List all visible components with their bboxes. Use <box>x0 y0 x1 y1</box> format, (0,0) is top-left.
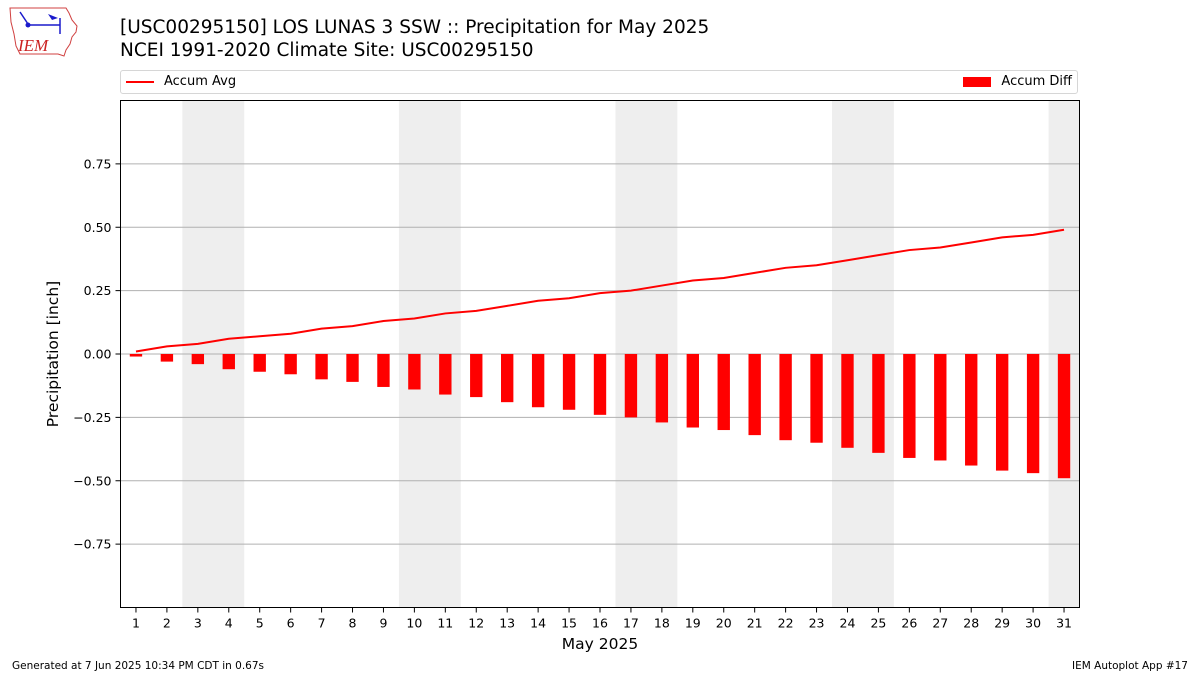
x-tick-label: 15 <box>561 616 577 631</box>
y-tick-label: −0.50 <box>73 473 111 488</box>
line-swatch-icon <box>126 80 154 83</box>
x-tick-label: 20 <box>716 616 732 631</box>
accum-diff-bar <box>841 354 854 448</box>
x-tick-label: 14 <box>530 616 546 631</box>
x-tick-label: 19 <box>685 616 701 631</box>
y-axis-label: Precipitation [inch] <box>44 281 62 427</box>
accum-diff-bar <box>315 354 328 380</box>
x-tick-label: 11 <box>437 616 453 631</box>
iem-logo: IEM <box>9 7 78 57</box>
x-tick-label: 27 <box>932 616 948 631</box>
accum-diff-bar <box>470 354 483 398</box>
x-tick-label: 12 <box>468 616 484 631</box>
accum-diff-bar <box>624 354 638 418</box>
x-tick-label: 10 <box>406 616 422 631</box>
y-tick-label: 0.75 <box>84 156 112 171</box>
accum-diff-bar <box>129 354 143 357</box>
axes: −0.75−0.50−0.250.000.250.500.751 2 3 4 5 6 7 8 9… <box>73 156 1072 630</box>
x-tick-label: 25 <box>870 616 886 631</box>
accum-diff-bar <box>810 354 823 443</box>
accum-diff-bar <box>346 354 359 382</box>
accum-diff-bar <box>377 354 390 387</box>
x-tick-label: 29 <box>994 616 1010 631</box>
x-tick-label: 4 <box>225 616 233 631</box>
accum-diff-bar <box>995 354 1009 471</box>
accum-diff-bar <box>501 354 514 403</box>
x-tick-label: 13 <box>499 616 515 631</box>
legend-item-accum-avg: Accum Avg <box>126 74 236 89</box>
accum-diff-bar <box>748 354 761 436</box>
x-tick-label: 18 <box>654 616 670 631</box>
x-tick-label: 17 <box>623 616 639 631</box>
x-tick-label: 3 <box>194 616 202 631</box>
x-tick-label: 21 <box>747 616 763 631</box>
accum-diff-bar <box>593 354 607 415</box>
legend-label-accum-diff: Accum Diff <box>1001 74 1072 89</box>
accum-diff-bar <box>717 354 730 431</box>
x-tick-label: 2 <box>163 616 171 631</box>
legend-item-accum-diff: Accum Diff <box>963 74 1072 89</box>
accum-diff-bar <box>408 354 421 390</box>
accum-avg-line <box>135 228 1065 353</box>
footer-app-id: IEM Autoplot App #17 <box>1072 660 1188 672</box>
footer-generated: Generated at 7 Jun 2025 10:34 PM CDT in … <box>12 660 265 672</box>
accum-diff-bar <box>779 354 792 441</box>
accum-diff-bar <box>284 354 297 375</box>
y-tick-label: 0.50 <box>84 220 112 235</box>
accum-avg-line-group <box>135 228 1065 353</box>
x-axis-label: May 2025 <box>562 635 638 653</box>
x-tick-label: 9 <box>379 616 387 631</box>
x-tick-label: 1 <box>132 616 140 631</box>
iem-logo-text: IEM <box>17 36 49 55</box>
x-tick-label: 8 <box>349 616 357 631</box>
y-tick-label: −0.25 <box>73 410 111 425</box>
accum-diff-bar <box>439 354 452 395</box>
chart-subtitle: NCEI 1991-2020 Climate Site: USC00295150 <box>120 40 534 61</box>
y-tick-label: 0.25 <box>84 283 112 298</box>
x-tick-label: 31 <box>1056 616 1072 631</box>
accum-diff-bar <box>531 354 545 408</box>
x-tick-label: 22 <box>778 616 794 631</box>
accum-diff-bar <box>965 354 978 466</box>
accum-diff-bar <box>655 354 669 423</box>
x-tick-label: 24 <box>840 616 856 631</box>
accum-diff-bar <box>253 354 266 372</box>
accum-diff-bar <box>191 354 205 365</box>
accum-diff-bars <box>129 354 1071 479</box>
accum-diff-bar <box>872 354 885 453</box>
y-tick-label: −0.75 <box>73 537 111 552</box>
x-tick-label: 7 <box>318 616 326 631</box>
x-tick-label: 30 <box>1025 616 1041 631</box>
accum-diff-bar <box>222 354 235 370</box>
x-tick-label: 23 <box>809 616 825 631</box>
x-tick-label: 5 <box>256 616 264 631</box>
x-tick-label: 26 <box>901 616 917 631</box>
bar-swatch-icon <box>963 76 992 87</box>
x-tick-label: 28 <box>963 616 979 631</box>
accum-diff-bar <box>562 354 576 410</box>
iowa-outline-icon <box>9 7 78 57</box>
x-tick-label: 16 <box>592 616 608 631</box>
accum-diff-bar <box>1026 354 1040 474</box>
chart-title: [USC00295150] LOS LUNAS 3 SSW :: Precipi… <box>120 17 710 38</box>
accum-diff-bar <box>934 354 947 461</box>
legend-label-accum-avg: Accum Avg <box>164 74 237 89</box>
x-tick-label: 6 <box>287 616 295 631</box>
y-tick-label: 0.00 <box>84 347 112 362</box>
grid-lines <box>120 163 1080 545</box>
accum-diff-bar <box>903 354 916 458</box>
accum-diff-bar <box>686 354 699 428</box>
chart-legend: Accum Avg Accum Diff <box>120 70 1078 94</box>
accum-diff-bar <box>160 354 174 362</box>
accum-diff-bar <box>1057 354 1071 479</box>
